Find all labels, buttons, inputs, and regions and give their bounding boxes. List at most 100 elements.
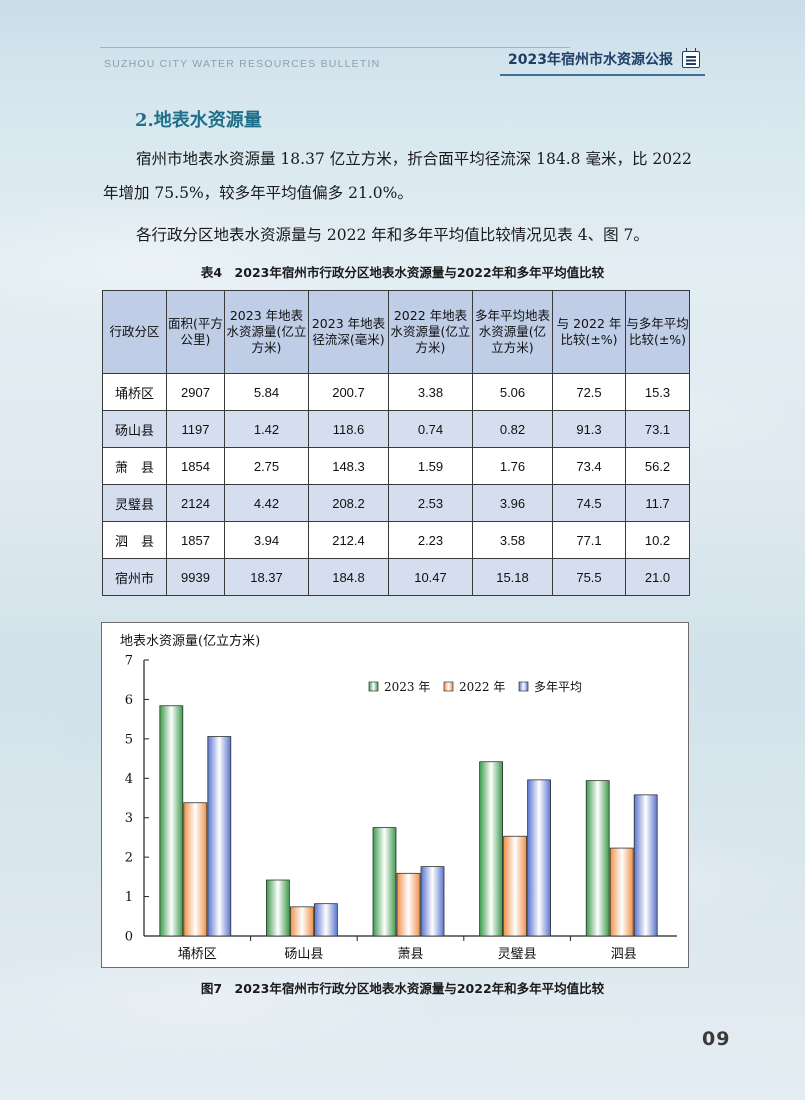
table-cell: 184.8 <box>308 558 389 596</box>
table-cell: 212.4 <box>308 521 389 559</box>
legend-label: 2023 年 <box>384 680 430 694</box>
column-header: 行政分区 <box>102 290 167 374</box>
y-tick-label: 4 <box>125 772 133 787</box>
table-cell: 11.7 <box>625 484 690 522</box>
header-english-title: SUZHOU CITY WATER RESOURCES BULLETIN <box>104 58 381 70</box>
bar-0 <box>372 827 397 937</box>
table-cell: 2124 <box>166 484 225 522</box>
table-row: 灵璧县 2124 4.42 208.2 2.53 3.96 74.5 11.7 <box>102 484 690 522</box>
table-cell: 1854 <box>166 447 225 485</box>
table-caption: 表4 2023年宿州市行政分区地表水资源量与2022年和多年平均值比较 <box>200 265 605 280</box>
x-tick-label: 萧县 <box>397 947 423 962</box>
table-cell: 15.18 <box>472 558 553 596</box>
table-cell: 2.75 <box>224 447 309 485</box>
table-cell: 73.4 <box>552 447 626 485</box>
table-row: 萧 县 1854 2.75 148.3 1.59 1.76 73.4 56.2 <box>102 447 690 485</box>
bar-chart-panel: 地表水资源量(亿立方米) 0 1 2 3 4 5 6 7 埇桥区 砀山县 萧县 灵璧县 泗县 2023 年 2… <box>101 622 689 968</box>
table-cell: 3.96 <box>472 484 553 522</box>
header-title: 2023年宿州市水资源公报 <box>508 52 673 68</box>
table-row-total: 宿州市 9939 18.37 184.8 10.47 15.18 75.5 21… <box>102 558 690 596</box>
table-cell: 1197 <box>166 410 225 448</box>
table-cell: 5.84 <box>224 373 309 411</box>
table-cell: 15.3 <box>625 373 690 411</box>
bar-1 <box>183 802 208 937</box>
y-tick-label: 6 <box>125 693 133 708</box>
column-header: 面积(平方公里) <box>166 290 225 374</box>
table-cell: 208.2 <box>308 484 389 522</box>
table-cell: 18.37 <box>224 558 309 596</box>
bar-chart: 地表水资源量(亿立方米) 0 1 2 3 4 5 6 7 埇桥区 砀山县 萧县 灵璧县 泗县 2023 年 2… <box>120 633 677 962</box>
x-tick-label: 埇桥区 <box>178 947 217 962</box>
notebook-icon <box>682 48 700 68</box>
x-tick-label: 砀山县 <box>284 947 323 962</box>
y-tick-label: 3 <box>125 811 133 826</box>
table-cell: 77.1 <box>552 521 626 559</box>
legend-swatch <box>518 681 529 692</box>
column-header: 与 2022 年比较(±%) <box>552 290 626 374</box>
table-cell: 21.0 <box>625 558 690 596</box>
table-row: 泗 县 1857 3.94 212.4 2.23 3.58 77.1 10.2 <box>102 521 690 559</box>
section-title: 2.地表水资源量 <box>135 110 262 131</box>
table-cell: 118.6 <box>308 410 389 448</box>
x-tick-label: 灵璧县 <box>498 946 537 962</box>
table-cell: 萧 县 <box>102 447 167 485</box>
bar-0 <box>159 705 184 937</box>
table-cell: 1.76 <box>472 447 553 485</box>
x-tick-label: 泗县 <box>611 947 637 962</box>
table-cell: 0.74 <box>388 410 473 448</box>
table-cell: 泗 县 <box>102 521 167 559</box>
y-tick-label: 2 <box>125 851 133 866</box>
legend-swatch <box>368 681 379 692</box>
y-tick-label: 0 <box>125 930 133 945</box>
bar-2 <box>420 866 445 937</box>
surface-water-table: 行政分区 面积(平方公里) 2023 年地表水资源量(亿立方米) 2023 年地… <box>102 290 690 596</box>
table-cell: 10.47 <box>388 558 473 596</box>
table-cell: 72.5 <box>552 373 626 411</box>
header-rule <box>100 47 570 48</box>
table-cell: 200.7 <box>308 373 389 411</box>
bar-1 <box>396 872 421 937</box>
bar-1 <box>609 847 634 937</box>
table-cell: 148.3 <box>308 447 389 485</box>
bar-0 <box>479 761 504 937</box>
table-cell: 3.94 <box>224 521 309 559</box>
table-cell: 4.42 <box>224 484 309 522</box>
table-header-row: 行政分区 面积(平方公里) 2023 年地表水资源量(亿立方米) 2023 年地… <box>102 290 690 374</box>
column-header: 2023 年地表水资源量(亿立方米) <box>224 290 309 374</box>
column-header: 多年平均地表水资源量(亿立方米) <box>472 290 553 374</box>
bar-2 <box>207 736 232 937</box>
paragraph-reference: 各行政分区地表水资源量与 2022 年和多年平均值比较情况见表 4、图 7。 <box>136 226 649 244</box>
table-cell: 56.2 <box>625 447 690 485</box>
page-number: 09 <box>702 1028 731 1050</box>
table-cell: 2907 <box>166 373 225 411</box>
column-header: 与多年平均比较(±%) <box>625 290 690 374</box>
bar-1 <box>503 835 528 937</box>
bar-0 <box>585 780 610 937</box>
legend-label: 多年平均 <box>534 680 582 694</box>
bar-2 <box>527 779 552 937</box>
table-cell: 埇桥区 <box>102 373 167 411</box>
y-tick-label: 7 <box>125 654 133 669</box>
table-cell: 3.58 <box>472 521 553 559</box>
table-cell: 1857 <box>166 521 225 559</box>
bar-2 <box>633 794 658 937</box>
table-cell: 5.06 <box>472 373 553 411</box>
table-cell: 0.82 <box>472 410 553 448</box>
y-tick-label: 1 <box>125 890 133 905</box>
bar-2 <box>313 903 338 937</box>
y-tick-label: 5 <box>125 732 133 747</box>
table-cell: 91.3 <box>552 410 626 448</box>
column-header: 2022 年地表水资源量(亿立方米) <box>388 290 473 374</box>
bar-1 <box>289 906 314 937</box>
paragraph-summary: 宿州市地表水资源量 18.37 亿立方米，折合面平均径流深 184.8 毫米，比… <box>103 150 692 202</box>
table-cell: 2.53 <box>388 484 473 522</box>
figure-caption: 图7 2023年宿州市行政分区地表水资源量与2022年和多年平均值比较 <box>200 981 605 996</box>
table-cell: 9939 <box>166 558 225 596</box>
table-cell: 75.5 <box>552 558 626 596</box>
table-cell: 74.5 <box>552 484 626 522</box>
table-cell: 灵璧县 <box>102 484 167 522</box>
table-cell: 宿州市 <box>102 558 167 596</box>
y-axis-label: 地表水资源量(亿立方米) <box>120 633 260 649</box>
bar-0 <box>265 879 290 937</box>
legend-label: 2022 年 <box>459 680 505 694</box>
